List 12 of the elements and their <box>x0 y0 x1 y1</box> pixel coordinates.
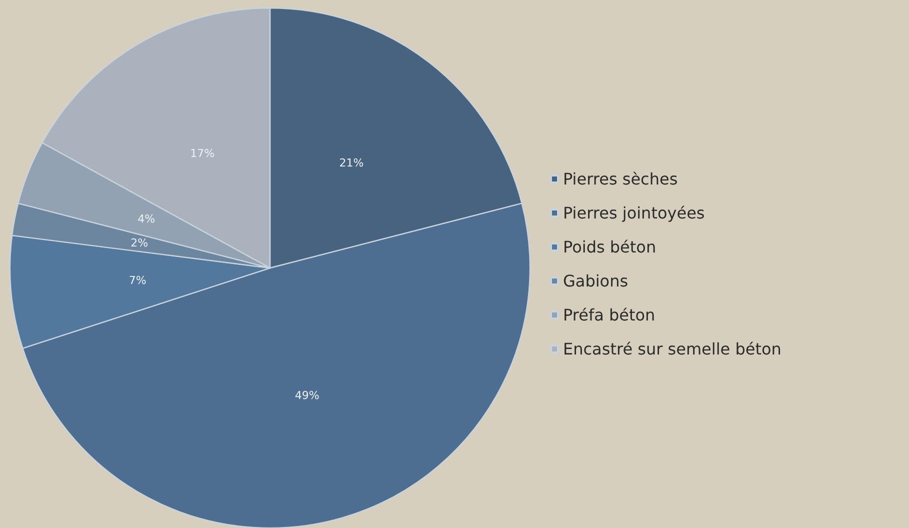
data-label: 7% <box>128 274 146 288</box>
data-label: 2% <box>130 236 148 250</box>
data-label: 49% <box>294 389 320 402</box>
legend-label: Poids béton <box>563 238 656 256</box>
legend-label: Pierres sèches <box>563 170 678 188</box>
legend-label: Préfa béton <box>563 306 656 324</box>
legend-label: Pierres jointoyées <box>563 204 705 222</box>
legend-label: Gabions <box>563 272 628 290</box>
legend-label: Encastré sur semelle béton <box>563 340 782 358</box>
data-label: 17% <box>190 147 215 160</box>
data-label: 4% <box>138 212 156 226</box>
data-label: 21% <box>339 156 364 170</box>
